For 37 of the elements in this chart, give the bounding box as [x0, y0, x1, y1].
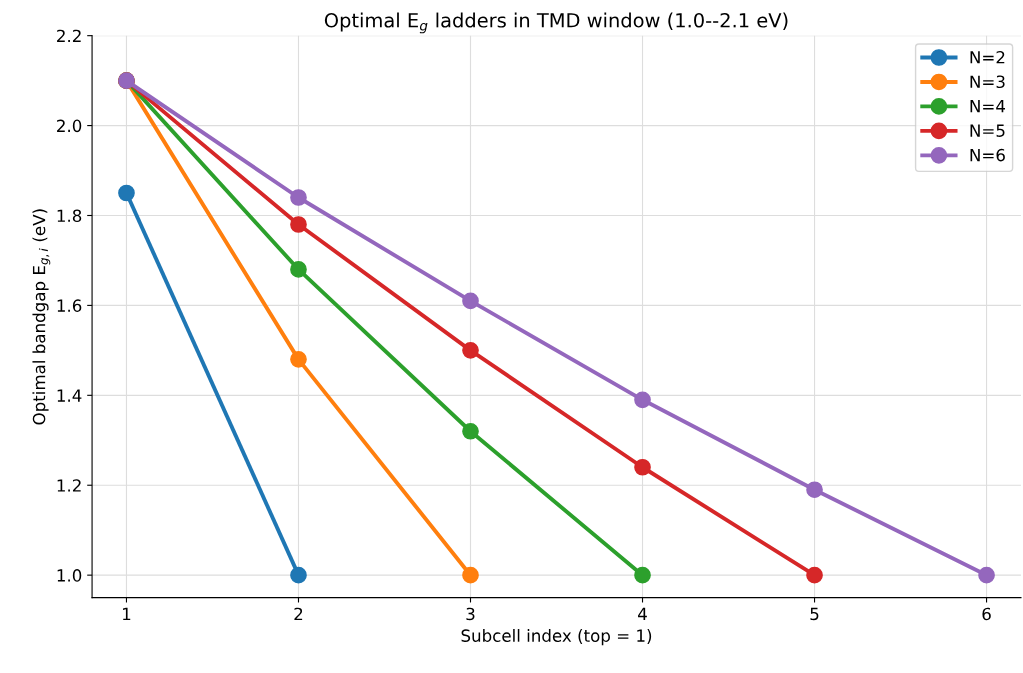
chart-title: Optimal E$_{g}$ ladders in TMD window (1.0--2.1 eV) [324, 12, 788, 34]
y-tick-label: 1.6 [57, 299, 82, 312]
x-axis-title: Subcell index (top = 1) [461, 629, 652, 646]
point [290, 566, 307, 584]
legend-label: N=5 [970, 124, 1005, 137]
legend-label: N=3 [970, 75, 1005, 89]
point [462, 292, 479, 310]
point [806, 566, 823, 584]
y-tick-label: 2.0 [57, 119, 82, 133]
y-tick-label: 1.0 [57, 569, 82, 582]
x-tick-label: 3 [466, 607, 475, 621]
y-tick-label: 1.4 [57, 389, 82, 402]
point [462, 342, 479, 359]
y-tick-label: 2.2 [57, 29, 81, 42]
point [978, 566, 995, 584]
point [634, 458, 651, 476]
point [634, 391, 651, 409]
legend-label: N=2 [970, 50, 1005, 64]
point [290, 216, 307, 233]
x-tick-label: 6 [982, 607, 991, 621]
legend-label: N=6 [970, 148, 1005, 162]
y-axis-title: Optimal bandgap E$_{g,i}$ (eV) [32, 209, 51, 425]
x-tick-label: 2 [294, 607, 303, 621]
point [290, 261, 307, 278]
legend-label: N=4 [970, 100, 1006, 113]
point [462, 566, 479, 584]
x-tick-label: 1 [123, 607, 131, 621]
point [290, 189, 307, 206]
point [634, 566, 651, 584]
point [806, 481, 823, 499]
point [290, 351, 307, 368]
x-tick-label: 5 [810, 607, 819, 621]
point [462, 422, 479, 440]
y-tick-label: 1.8 [57, 209, 82, 223]
x-tick-label: 4 [638, 607, 647, 621]
y-tick-label: 1.2 [57, 479, 81, 492]
point [118, 184, 135, 202]
